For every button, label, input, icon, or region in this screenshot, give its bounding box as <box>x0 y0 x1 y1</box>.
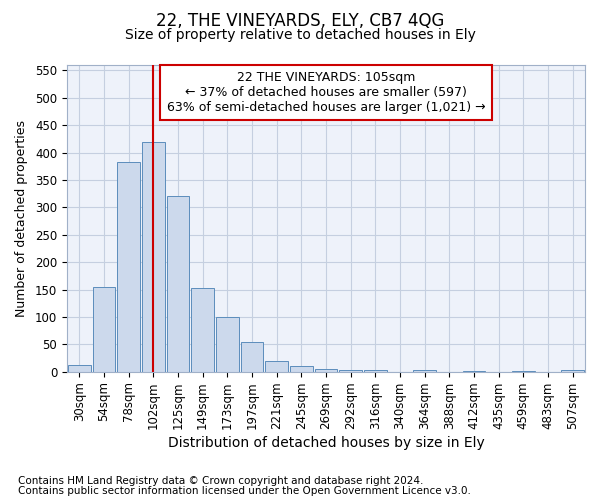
Bar <box>364 370 386 372</box>
Bar <box>562 370 584 372</box>
Text: 22, THE VINEYARDS, ELY, CB7 4QG: 22, THE VINEYARDS, ELY, CB7 4QG <box>156 12 444 30</box>
Bar <box>142 142 164 372</box>
Bar <box>314 369 337 372</box>
Bar <box>339 370 362 372</box>
X-axis label: Distribution of detached houses by size in Ely: Distribution of detached houses by size … <box>167 436 484 450</box>
Text: Contains public sector information licensed under the Open Government Licence v3: Contains public sector information licen… <box>18 486 471 496</box>
Bar <box>167 196 189 372</box>
Y-axis label: Number of detached properties: Number of detached properties <box>15 120 28 317</box>
Bar <box>413 370 436 372</box>
Bar <box>191 288 214 372</box>
Bar <box>512 370 535 372</box>
Text: 22 THE VINEYARDS: 105sqm
← 37% of detached houses are smaller (597)
63% of semi-: 22 THE VINEYARDS: 105sqm ← 37% of detach… <box>167 71 485 114</box>
Bar <box>117 162 140 372</box>
Bar <box>463 370 485 372</box>
Bar <box>290 366 313 372</box>
Text: Size of property relative to detached houses in Ely: Size of property relative to detached ho… <box>125 28 475 42</box>
Bar <box>68 364 91 372</box>
Bar <box>265 361 288 372</box>
Bar <box>216 317 239 372</box>
Bar <box>241 342 263 372</box>
Bar <box>92 287 115 372</box>
Text: Contains HM Land Registry data © Crown copyright and database right 2024.: Contains HM Land Registry data © Crown c… <box>18 476 424 486</box>
